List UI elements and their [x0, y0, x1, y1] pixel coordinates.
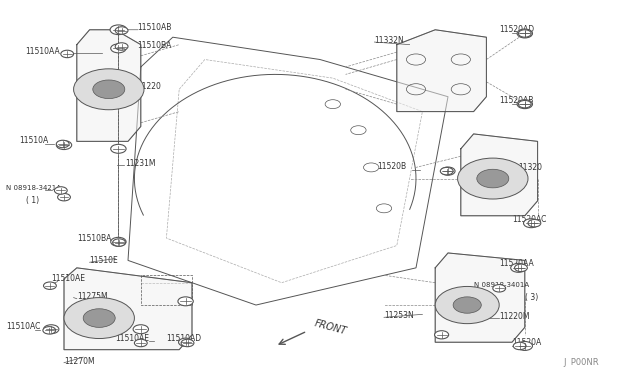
Text: 11510AA: 11510AA: [26, 47, 60, 56]
Text: 11510AB: 11510AB: [138, 23, 172, 32]
Circle shape: [133, 325, 148, 334]
Circle shape: [493, 285, 506, 292]
Circle shape: [517, 100, 532, 109]
Text: 11231M: 11231M: [125, 158, 156, 167]
Circle shape: [518, 30, 531, 37]
Text: 11510E: 11510E: [90, 256, 118, 265]
Circle shape: [528, 219, 541, 227]
Circle shape: [93, 80, 125, 99]
Circle shape: [54, 187, 67, 194]
Circle shape: [441, 167, 455, 175]
Circle shape: [56, 141, 72, 150]
Circle shape: [64, 298, 134, 339]
Circle shape: [515, 264, 527, 272]
Text: 11270M: 11270M: [64, 357, 95, 366]
Circle shape: [524, 219, 539, 228]
Text: 11510BA: 11510BA: [138, 41, 172, 50]
Circle shape: [56, 140, 69, 148]
Circle shape: [178, 297, 193, 306]
Polygon shape: [64, 268, 192, 350]
Polygon shape: [397, 30, 486, 112]
Circle shape: [458, 158, 528, 199]
Polygon shape: [461, 134, 538, 216]
Circle shape: [435, 286, 499, 324]
Circle shape: [440, 167, 453, 175]
Text: 11510AD: 11510AD: [166, 334, 202, 343]
Circle shape: [43, 327, 56, 334]
Text: 11520AC: 11520AC: [512, 215, 547, 224]
Polygon shape: [77, 30, 141, 141]
Circle shape: [518, 100, 531, 108]
Circle shape: [134, 339, 147, 347]
Text: J  P00NR: J P00NR: [563, 357, 599, 366]
Text: 11253N: 11253N: [384, 311, 413, 320]
Text: 11275M: 11275M: [77, 292, 108, 301]
Text: ( 3): ( 3): [525, 293, 538, 302]
Circle shape: [111, 237, 126, 246]
Circle shape: [517, 29, 532, 38]
Polygon shape: [435, 253, 525, 342]
Circle shape: [111, 44, 126, 53]
Circle shape: [44, 325, 59, 334]
Circle shape: [111, 144, 126, 153]
Text: 11510BA: 11510BA: [77, 234, 111, 243]
Circle shape: [517, 341, 532, 350]
Circle shape: [513, 342, 526, 350]
Text: 11510AE: 11510AE: [51, 274, 85, 283]
Text: 11520AD: 11520AD: [499, 25, 534, 34]
Text: N 08918-3401A: N 08918-3401A: [474, 282, 529, 288]
Circle shape: [115, 27, 128, 34]
Text: 11520AA: 11520AA: [499, 259, 534, 268]
Circle shape: [74, 69, 144, 110]
Text: 11220: 11220: [138, 82, 161, 91]
Text: 11520A: 11520A: [512, 338, 541, 347]
Circle shape: [179, 338, 193, 346]
Circle shape: [115, 43, 128, 50]
Text: 11520AB: 11520AB: [499, 96, 534, 105]
Circle shape: [181, 339, 194, 347]
Circle shape: [44, 282, 56, 289]
Text: 11510AC: 11510AC: [6, 322, 41, 331]
Circle shape: [435, 331, 449, 339]
Text: N 08918-3421A: N 08918-3421A: [6, 185, 61, 191]
Circle shape: [477, 169, 509, 188]
Text: 11220M: 11220M: [499, 312, 530, 321]
Circle shape: [61, 50, 74, 58]
Circle shape: [511, 263, 526, 272]
Text: 11332N: 11332N: [374, 36, 404, 45]
Circle shape: [110, 25, 127, 35]
Circle shape: [453, 297, 481, 313]
Circle shape: [83, 309, 115, 327]
Text: 11320: 11320: [518, 163, 543, 171]
Circle shape: [58, 193, 70, 201]
Text: ( 1): ( 1): [26, 196, 39, 205]
Text: 11510A: 11510A: [19, 136, 49, 145]
Text: FRONT: FRONT: [314, 318, 348, 337]
Text: 11520B: 11520B: [378, 162, 407, 171]
Circle shape: [113, 239, 125, 246]
Text: 11510AE: 11510AE: [115, 334, 149, 343]
